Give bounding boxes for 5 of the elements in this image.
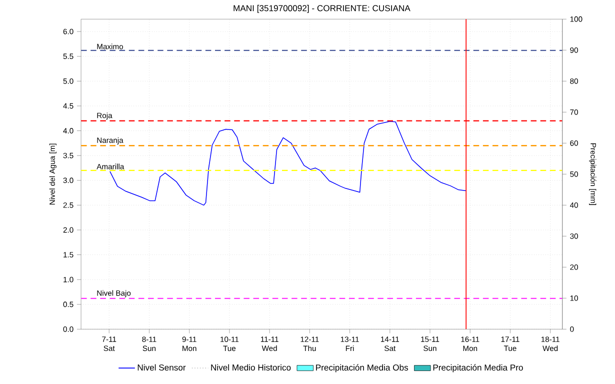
legend-label: Nivel Sensor — [138, 364, 186, 371]
chart-title: MANI [3519700092] - CORRIENTE: CUSIANA — [234, 5, 410, 14]
legend-label: Precipitación Media Obs — [316, 364, 408, 372]
legend-label: Precipitación Media Pro — [433, 364, 523, 372]
legend-label: Nivel Medio Historico — [211, 364, 291, 371]
